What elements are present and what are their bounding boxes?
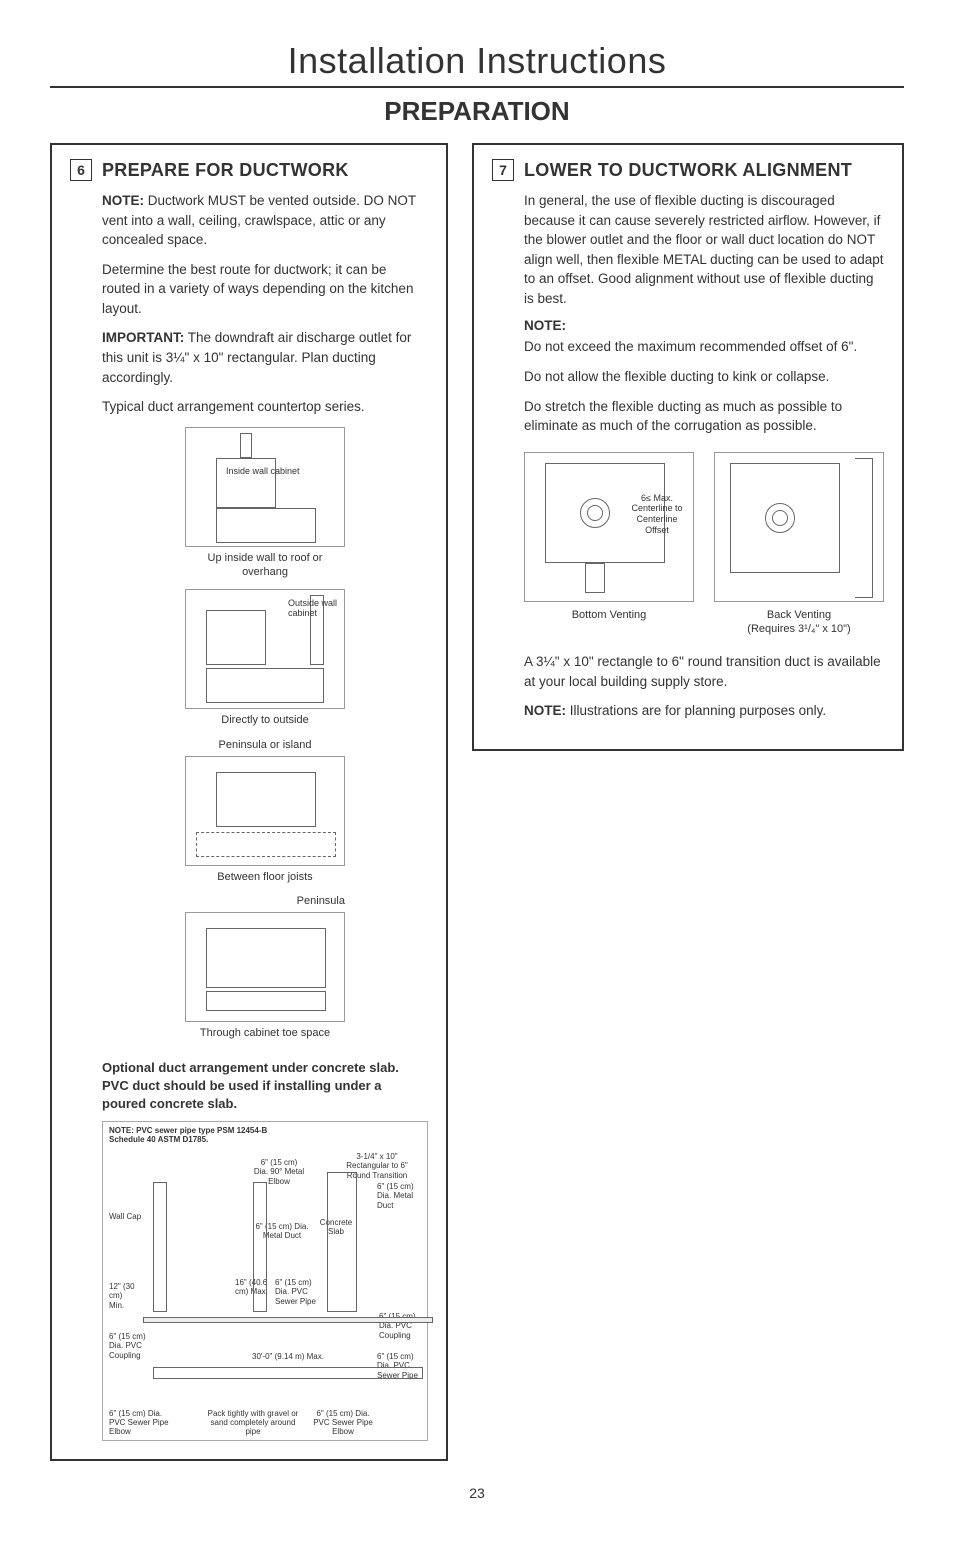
fig-a-label: Inside wall cabinet bbox=[226, 466, 300, 476]
important-label: IMPORTANT: bbox=[102, 330, 184, 345]
fig-a-caption: Up inside wall to roof or overhang bbox=[185, 551, 345, 580]
fig-inside-wall: Inside wall cabinet Up inside wall to ro… bbox=[185, 427, 345, 580]
diag-pack: Pack tightly with gravel or sand complet… bbox=[203, 1409, 303, 1437]
fig-bottom-venting: 6≤ Max. Centerline to Centerline Offset … bbox=[524, 452, 694, 637]
back-vent-sub: (Requires 3¹/₄" x 10") bbox=[714, 622, 884, 636]
diag-span: 30'-0" (9.14 m) Max. bbox=[243, 1352, 333, 1361]
step7-n2: Do not allow the flexible ducting to kin… bbox=[524, 367, 884, 387]
step-7-header: 7 LOWER TO DUCTWORK ALIGNMENT bbox=[492, 159, 884, 181]
page-number: 23 bbox=[50, 1485, 904, 1501]
bottom-vent-caption: Bottom Venting bbox=[524, 608, 694, 622]
fig-d-caption: Through cabinet toe space bbox=[185, 1026, 345, 1040]
fig-b-caption: Directly to outside bbox=[185, 713, 345, 727]
step6-p2: Determine the best route for ductwork; i… bbox=[102, 260, 428, 319]
offset-label: 6≤ Max. Centerline to Centerline Offset bbox=[629, 493, 685, 536]
fig-peninsula-island: Peninsula or island Between floor joists bbox=[185, 738, 345, 885]
step7-note-text: Illustrations are for planning purposes … bbox=[566, 703, 826, 718]
optional-arrangement-heading: Optional duct arrangement under concrete… bbox=[102, 1059, 428, 1114]
right-column: 7 LOWER TO DUCTWORK ALIGNMENT In general… bbox=[472, 143, 904, 1461]
diag-elbow-r: 6" (15 cm) Dia. PVC Sewer Pipe Elbow bbox=[313, 1409, 373, 1437]
diag-12: 12" (30 cm) Min. bbox=[109, 1282, 139, 1310]
step7-n1: Do not exceed the maximum recommended of… bbox=[524, 337, 884, 357]
fig-c-label-top: Peninsula or island bbox=[185, 738, 345, 752]
diag-note: NOTE: PVC sewer pipe type PSM 12454-B Sc… bbox=[109, 1126, 269, 1144]
venting-figures: 6≤ Max. Centerline to Centerline Offset … bbox=[524, 452, 884, 637]
concrete-slab-diagram: NOTE: PVC sewer pipe type PSM 12454-B Sc… bbox=[102, 1121, 428, 1441]
step6-p3: IMPORTANT: The downdraft air discharge o… bbox=[102, 328, 428, 387]
fig-back-venting: Back Venting (Requires 3¹/₄" x 10") bbox=[714, 452, 884, 637]
step7-p1: In general, the use of flexible ducting … bbox=[524, 191, 884, 308]
step-6-box: 6 PREPARE FOR DUCTWORK NOTE: Ductwork MU… bbox=[50, 143, 448, 1461]
step-7-box: 7 LOWER TO DUCTWORK ALIGNMENT In general… bbox=[472, 143, 904, 751]
step7-note-final: NOTE: Illustrations are for planning pur… bbox=[524, 701, 884, 721]
step6-p1: NOTE: Ductwork MUST be vented outside. D… bbox=[102, 191, 428, 250]
diag-6coupl-l: 6" (15 cm) Dia. PVC Coupling bbox=[109, 1332, 151, 1360]
fig-b-label: Outside wall cabinet bbox=[288, 598, 338, 618]
content-columns: 6 PREPARE FOR DUCTWORK NOTE: Ductwork MU… bbox=[50, 143, 904, 1461]
fig-outside-wall: Outside wall cabinet Directly to outside bbox=[185, 589, 345, 727]
step-7-number: 7 bbox=[492, 159, 514, 181]
note-label-2: NOTE: bbox=[524, 703, 566, 718]
left-column: 6 PREPARE FOR DUCTWORK NOTE: Ductwork MU… bbox=[50, 143, 448, 1461]
diag-wallcap: Wall Cap bbox=[109, 1212, 141, 1221]
step-6-number: 6 bbox=[70, 159, 92, 181]
step-6-header: 6 PREPARE FOR DUCTWORK bbox=[70, 159, 428, 181]
step-6-title: PREPARE FOR DUCTWORK bbox=[102, 160, 349, 181]
back-vent-caption: Back Venting bbox=[714, 608, 884, 622]
step6-p4: Typical duct arrangement countertop seri… bbox=[102, 397, 428, 417]
step6-p1-text: Ductwork MUST be vented outside. DO NOT … bbox=[102, 193, 416, 247]
note-label: NOTE: bbox=[102, 193, 144, 208]
diag-elbow-l: 6" (15 cm) Dia. PVC Sewer Pipe Elbow bbox=[109, 1409, 169, 1437]
step7-note-head: NOTE: bbox=[524, 318, 884, 333]
fig-d-label-top: Peninsula bbox=[185, 894, 345, 908]
diag-pvc-sewer: 6" (15 cm) Dia. PVC Sewer Pipe bbox=[275, 1278, 323, 1306]
page-title: Installation Instructions bbox=[50, 40, 904, 88]
fig-peninsula: Peninsula Through cabinet toe space bbox=[185, 894, 345, 1041]
page-subtitle: PREPARATION bbox=[50, 96, 904, 127]
step7-transition: A 3¼" x 10" rectangle to 6" round transi… bbox=[524, 652, 884, 691]
duct-arrangement-figures: Inside wall cabinet Up inside wall to ro… bbox=[102, 427, 428, 1041]
diag-metal-duct-r: 6" (15 cm) Dia. Metal Duct bbox=[377, 1182, 421, 1210]
step7-n3: Do stretch the flexible ducting as much … bbox=[524, 397, 884, 436]
step-7-title: LOWER TO DUCTWORK ALIGNMENT bbox=[524, 160, 852, 181]
fig-c-caption: Between floor joists bbox=[185, 870, 345, 884]
